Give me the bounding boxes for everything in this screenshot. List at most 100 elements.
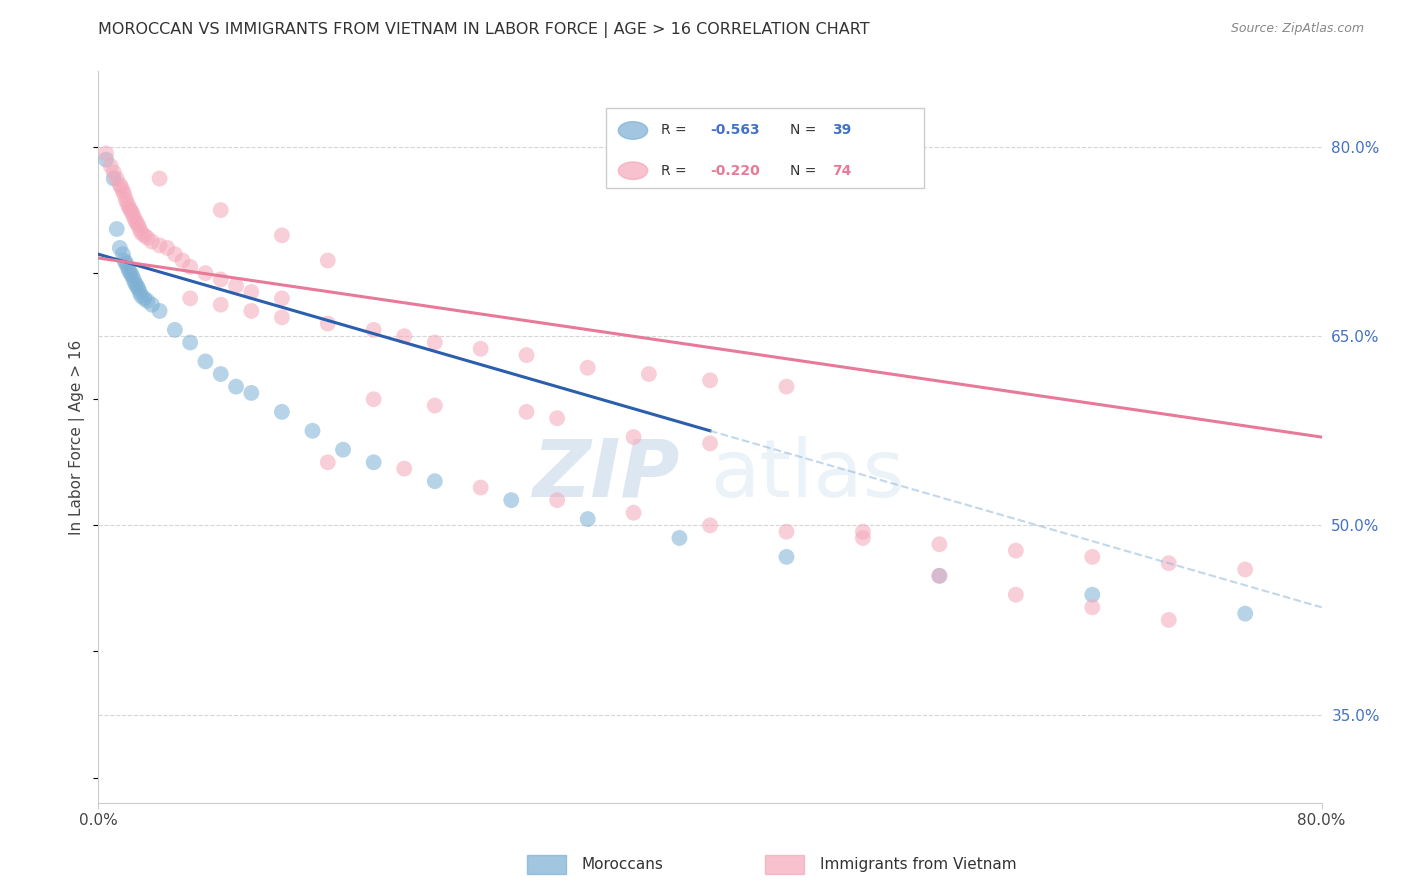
Point	[122, 210, 145, 224]
Point	[392, 461, 416, 475]
Text: ZIP: ZIP	[531, 436, 679, 514]
Point	[149, 171, 172, 186]
Point	[699, 518, 721, 533]
Point	[121, 268, 143, 283]
Point	[124, 277, 146, 291]
Point	[470, 342, 492, 356]
Point	[194, 266, 217, 280]
Point	[94, 146, 117, 161]
Point	[115, 256, 138, 270]
Text: Immigrants from Vietnam: Immigrants from Vietnam	[820, 857, 1017, 872]
Point	[1157, 613, 1180, 627]
Point	[270, 291, 294, 305]
Point	[163, 247, 186, 261]
Point	[1004, 588, 1026, 602]
Point	[316, 455, 339, 469]
Bar	[526, 855, 565, 874]
Point	[118, 201, 141, 215]
Point	[110, 180, 132, 194]
Point	[775, 549, 797, 564]
Point	[124, 213, 146, 227]
Point	[516, 348, 538, 362]
Point	[120, 203, 142, 218]
Point	[129, 289, 152, 303]
Point	[117, 260, 139, 274]
Point	[363, 323, 385, 337]
Point	[623, 506, 645, 520]
Point	[136, 231, 159, 245]
Point	[129, 226, 152, 240]
Point	[240, 304, 263, 318]
Point	[127, 281, 149, 295]
Point	[546, 411, 568, 425]
Point	[118, 263, 141, 277]
Point	[127, 218, 149, 232]
Point	[470, 481, 492, 495]
Point	[638, 367, 661, 381]
Point	[270, 228, 294, 243]
FancyBboxPatch shape	[606, 108, 924, 188]
Point	[363, 392, 385, 407]
Y-axis label: In Labor Force | Age > 16: In Labor Force | Age > 16	[69, 340, 86, 534]
Point	[115, 193, 138, 207]
Point	[928, 569, 950, 583]
Point	[1081, 588, 1104, 602]
Point	[112, 188, 135, 202]
Point	[270, 405, 294, 419]
Point	[108, 178, 131, 192]
Point	[316, 317, 339, 331]
Point	[240, 285, 263, 299]
Text: N =: N =	[790, 164, 820, 178]
Point	[179, 335, 201, 350]
Point	[149, 238, 172, 252]
Text: R =: R =	[661, 123, 692, 137]
Text: N =: N =	[790, 123, 820, 137]
Point	[516, 405, 538, 419]
Point	[94, 153, 117, 167]
Point	[125, 278, 148, 293]
Point	[1234, 562, 1257, 576]
Point	[120, 266, 142, 280]
Point	[105, 171, 128, 186]
Point	[392, 329, 416, 343]
Text: MOROCCAN VS IMMIGRANTS FROM VIETNAM IN LABOR FORCE | AGE > 16 CORRELATION CHART: MOROCCAN VS IMMIGRANTS FROM VIETNAM IN L…	[98, 22, 870, 38]
Point	[111, 184, 134, 198]
Point	[209, 367, 232, 381]
Point	[576, 360, 599, 375]
Point	[136, 293, 159, 308]
Point	[423, 399, 446, 413]
Point	[100, 159, 122, 173]
Point	[423, 474, 446, 488]
Point	[1081, 549, 1104, 564]
Point	[121, 205, 143, 219]
Point	[546, 493, 568, 508]
Point	[332, 442, 354, 457]
Circle shape	[619, 121, 648, 139]
Point	[423, 335, 446, 350]
Point	[1081, 600, 1104, 615]
Point	[134, 228, 156, 243]
Point	[1157, 556, 1180, 570]
Point	[179, 291, 201, 305]
Circle shape	[619, 162, 648, 179]
Point	[852, 524, 875, 539]
Point	[699, 436, 721, 450]
Point	[1234, 607, 1257, 621]
Point	[209, 203, 232, 218]
Point	[179, 260, 201, 274]
Text: R =: R =	[661, 164, 692, 178]
Point	[112, 253, 135, 268]
Point	[194, 354, 217, 368]
Point	[240, 386, 263, 401]
Point	[103, 171, 125, 186]
Point	[775, 379, 797, 393]
Text: atlas: atlas	[710, 436, 904, 514]
Point	[108, 241, 131, 255]
Point	[209, 298, 232, 312]
Point	[128, 222, 150, 236]
Point	[156, 241, 179, 255]
Point	[163, 323, 186, 337]
Point	[301, 424, 323, 438]
Point	[668, 531, 690, 545]
Text: Source: ZipAtlas.com: Source: ZipAtlas.com	[1230, 22, 1364, 36]
